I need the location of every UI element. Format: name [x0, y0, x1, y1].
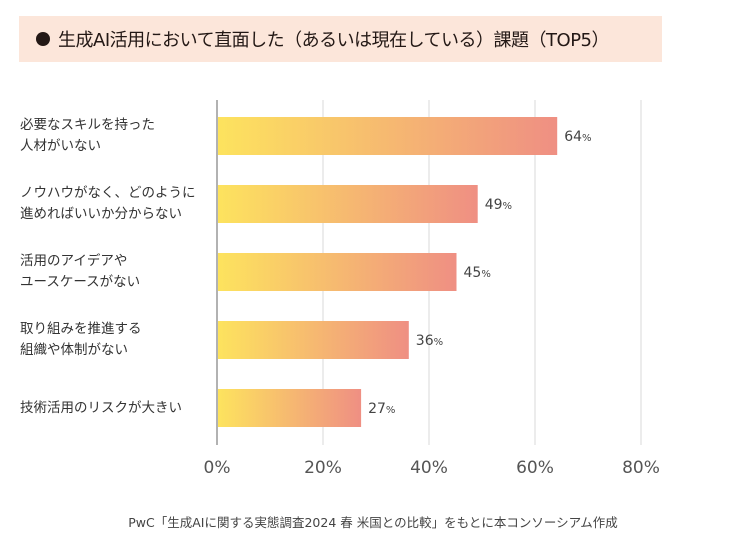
data-label: 36%	[416, 333, 443, 349]
data-label: 27%	[368, 401, 395, 417]
data-label: 45%	[464, 265, 491, 281]
x-tick-label: 80%	[622, 458, 660, 478]
x-tick-label: 20%	[304, 458, 342, 478]
data-label-unit: %	[386, 405, 396, 416]
x-tick-label: 60%	[516, 458, 554, 478]
data-label: 64%	[564, 129, 591, 145]
category-label: ノウハウがなく、どのように 進めればいいか分からない	[20, 185, 196, 222]
x-tick-label: 0%	[204, 458, 231, 478]
data-label-unit: %	[481, 269, 491, 280]
source-note: PwC「生成AIに関する実態調査2024 春 米国との比較」をもとに本コンソーシ…	[128, 515, 618, 530]
chart-title: 生成AI活用において直面した（あるいは現在している）課題（TOP5）	[58, 30, 610, 51]
data-label-unit: %	[434, 337, 444, 348]
bar	[218, 185, 478, 223]
bar	[218, 117, 558, 155]
category-label: 必要なスキルを持った 人材がいない	[20, 117, 155, 154]
category-label: 活用のアイデアや ユースケースがない	[20, 253, 141, 290]
bar	[218, 389, 362, 427]
category-label: 技術活用のリスクが大きい	[20, 399, 182, 416]
chart-title-box: 生成AI活用において直面した（あるいは現在している）課題（TOP5）	[19, 16, 662, 62]
data-label: 49%	[485, 197, 512, 213]
bar	[218, 253, 457, 291]
x-tick-label: 40%	[410, 458, 448, 478]
bar	[218, 321, 409, 359]
data-label-unit: %	[503, 201, 513, 212]
data-label-unit: %	[582, 133, 592, 144]
category-label: 取り組みを推進する 組織や体制がない	[20, 321, 142, 358]
bullet-icon	[36, 32, 50, 46]
